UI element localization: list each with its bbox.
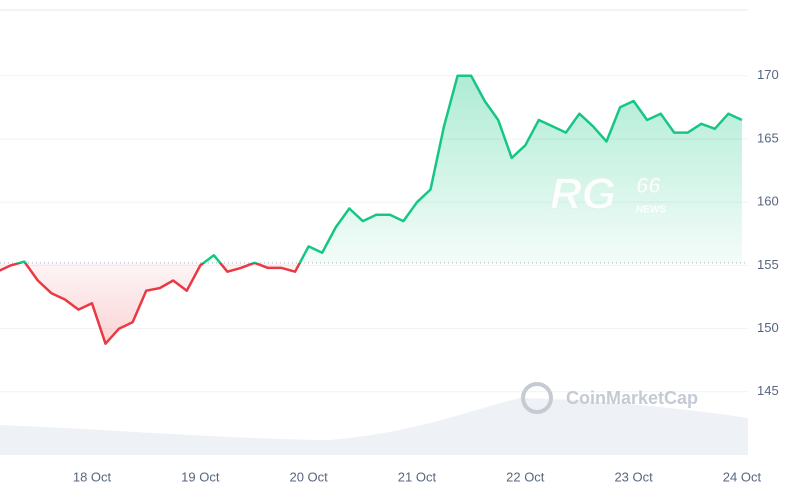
y-tick-label: 160 xyxy=(757,194,779,209)
watermark-rg: RG 66 NEWS xyxy=(550,169,667,219)
watermark-number: 66 xyxy=(636,173,661,198)
x-tick-label: 24 Oct xyxy=(723,469,762,484)
x-tick-label: 22 Oct xyxy=(506,469,545,484)
x-tick-label: 23 Oct xyxy=(614,469,653,484)
x-tick-label: 18 Oct xyxy=(73,469,112,484)
y-tick-label: 170 xyxy=(757,67,779,82)
area xyxy=(0,75,742,344)
y-tick-label: 150 xyxy=(757,320,779,335)
source-logo xyxy=(521,382,553,414)
y-tick-label: 145 xyxy=(757,383,779,398)
watermark-brand: RG xyxy=(550,170,616,219)
x-tick-label: 21 Oct xyxy=(398,469,437,484)
price-line xyxy=(0,74,743,345)
y-tick-label: 155 xyxy=(757,257,779,272)
x-tick-label: 19 Oct xyxy=(181,469,220,484)
volume-area xyxy=(0,398,748,455)
y-tick-label: 165 xyxy=(757,130,779,145)
watermark-tag: NEWS xyxy=(636,205,666,216)
watermark-source: CoinMarketCap xyxy=(566,388,698,408)
x-tick-label: 20 Oct xyxy=(289,469,328,484)
